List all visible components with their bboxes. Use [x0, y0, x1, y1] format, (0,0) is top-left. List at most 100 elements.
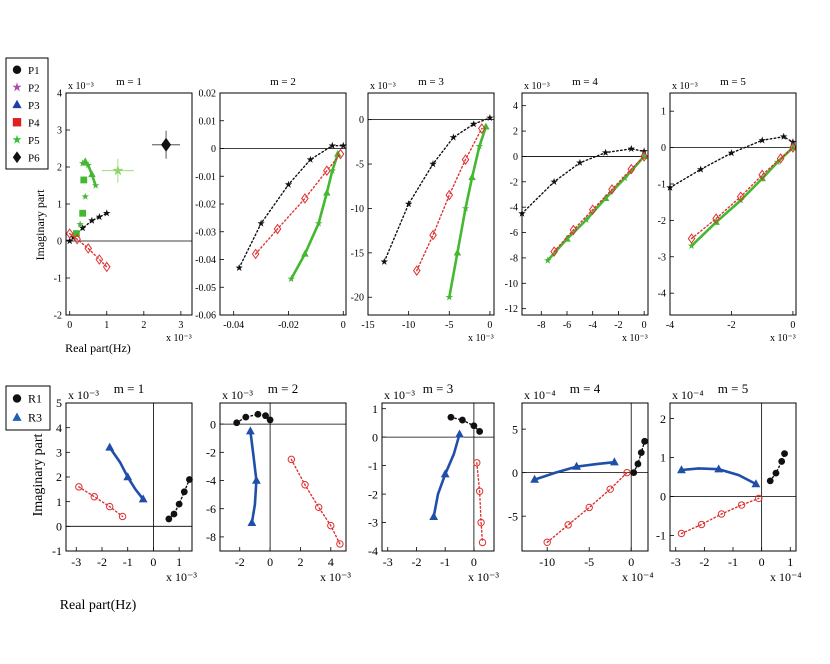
series-r1-red-dotted — [78, 486, 124, 518]
x-tick-label: -1 — [440, 555, 450, 569]
panel-10: -3 -2 -1 0 1 -1 0 1 2 m = 5 x 10⁻⁴ x 10⁻⁴ — [656, 381, 802, 584]
data-point-r3 — [247, 518, 257, 527]
data-point-p2 — [640, 151, 648, 162]
x-tick-label: 1 — [176, 555, 182, 569]
y-tick-label: 0 — [660, 490, 666, 504]
data-point-p6 — [257, 219, 265, 227]
data-point-r3 — [610, 457, 619, 466]
y-tick-label: 2 — [56, 470, 62, 484]
y-tick-label: -0.06 — [195, 311, 216, 322]
y-exponent-label: x 10⁻³ — [68, 81, 94, 92]
y-tick-label: -8 — [206, 530, 216, 544]
panel-7: -2 0 2 4 -8 -6 -4 -2 0 m = 2 x 10⁻³ x 10⁻³ — [206, 381, 351, 584]
y-tick-label: 0 — [56, 520, 62, 534]
y-exponent-label: x 10⁻³ — [524, 81, 550, 92]
data-point-r3 — [714, 464, 724, 473]
data-point-p5 — [81, 192, 89, 200]
y-exponent-label: x 10⁻³ — [68, 388, 99, 402]
x-tick-label: -0.02 — [278, 320, 299, 331]
x-exponent-label: x 10⁻⁴ — [622, 570, 654, 584]
y-tick-label: -1 — [368, 459, 378, 473]
x-tick-label: -2 — [235, 555, 245, 569]
data-point-p5 — [582, 215, 590, 223]
data-point-r1 — [473, 459, 481, 467]
series-p5-green-line — [289, 152, 340, 281]
data-point-r1 — [459, 416, 466, 424]
y-tick-label: -1 — [54, 274, 62, 285]
legend-marker-p5 — [12, 134, 22, 144]
data-point-p5 — [84, 161, 92, 169]
x-tick-label: -2 — [411, 555, 421, 569]
y-tick-label: 1 — [57, 200, 62, 211]
y-tick-label: 0 — [211, 144, 216, 155]
data-point-p2 — [273, 223, 282, 235]
data-point-r1 — [165, 515, 173, 523]
data-point-p6 — [449, 133, 458, 141]
y-tick-label: -10 — [351, 204, 364, 215]
data-point-r1 — [180, 488, 188, 496]
y-tick-label: -6 — [206, 502, 216, 516]
y-tick-label: -4 — [510, 203, 518, 214]
series-p2-red-dotted — [254, 153, 342, 255]
series-r3-blue-line — [249, 429, 258, 525]
y-exponent-label: x 10⁻³ — [384, 388, 415, 402]
x-tick-label: 0 — [642, 320, 647, 331]
legend-marker-p2 — [12, 82, 22, 92]
data-point-p2 — [301, 193, 309, 204]
data-point-p6 — [470, 120, 478, 128]
data-point-p6 — [380, 257, 388, 265]
x-tick-label: -2 — [97, 555, 107, 569]
series-p2-red-dotted — [416, 127, 483, 272]
legend-box — [5, 57, 49, 170]
data-point-p5 — [112, 164, 124, 176]
y-exponent-label: x 10⁻⁴ — [672, 388, 704, 402]
data-point-p6 — [95, 213, 104, 221]
y-tick-label: -5 — [508, 509, 518, 523]
x-tick-label: 0 — [341, 320, 346, 331]
panel-title: m = 2 — [270, 76, 296, 88]
data-point-r1 — [314, 503, 323, 512]
data-point-p2 — [789, 142, 797, 153]
y-tick-label: 1 — [56, 495, 62, 509]
data-point-r1 — [254, 410, 262, 418]
panel-9: -10 -5 0 -5 0 5 m = 4 x 10⁻⁴ x 10⁻⁴ — [508, 381, 654, 584]
x-tick-label: -10 — [402, 320, 415, 331]
x-exponent-label: x 10⁻³ — [166, 333, 192, 344]
data-point-p2 — [336, 148, 345, 160]
y-tick-label: -4 — [658, 289, 666, 300]
y-tick-label: -1 — [658, 179, 666, 190]
data-point-r1 — [543, 538, 551, 546]
data-point-p2 — [687, 233, 696, 244]
data-point-r1 — [477, 518, 485, 527]
y-tick-label: -4 — [368, 544, 378, 558]
x-tick-label: 2 — [141, 320, 146, 331]
y-tick-label: 3 — [57, 126, 62, 137]
data-point-p5 — [323, 188, 331, 196]
data-point-r1 — [630, 469, 638, 477]
legend-label-p6: P6 — [28, 152, 40, 164]
data-point-p5 — [737, 196, 745, 204]
data-point-r1 — [564, 521, 572, 529]
y-tick-label: 0 — [210, 417, 216, 431]
x-tick-label: 4 — [328, 555, 334, 569]
y-tick-label: -0.02 — [195, 200, 216, 211]
panel-title: m = 1 — [114, 381, 144, 396]
data-point-p6 — [727, 149, 736, 157]
panel-title: m = 4 — [572, 76, 598, 88]
x-tick-label: -1 — [123, 555, 133, 569]
y-tick-label: 5 — [56, 396, 62, 410]
x-tick-label: -4 — [666, 320, 674, 331]
data-point-p6 — [88, 216, 96, 224]
y-tick-label: 4 — [56, 421, 62, 435]
x-exponent-label: x 10⁻³ — [468, 333, 494, 344]
top-xlabel: Real part(Hz) — [65, 341, 131, 355]
data-point-p6 — [550, 177, 558, 185]
top-ylabel: Imaginary part — [33, 189, 47, 261]
data-point-p5 — [301, 249, 309, 257]
series-p6-black-dotted — [670, 135, 794, 189]
data-point-p6 — [789, 138, 797, 146]
data-point-p5 — [758, 174, 766, 182]
